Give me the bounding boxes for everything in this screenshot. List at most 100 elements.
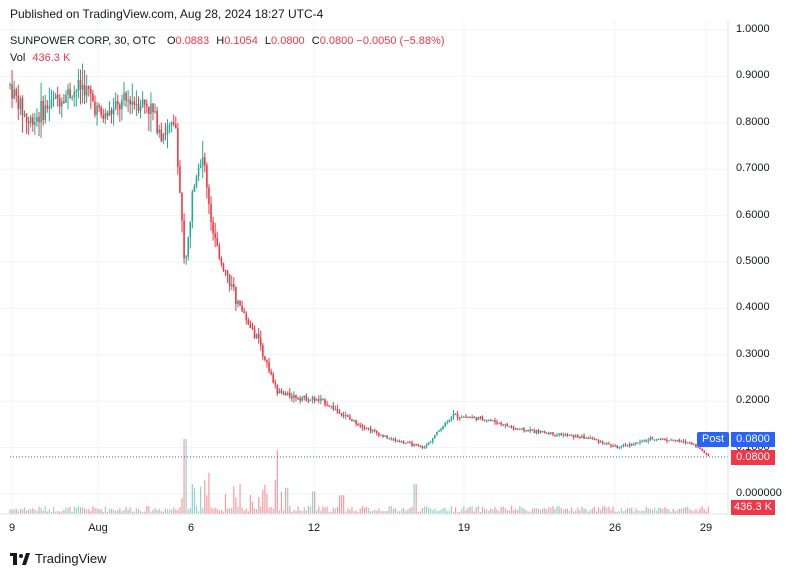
volume-bar xyxy=(160,511,162,514)
volume-bar xyxy=(177,510,179,514)
candle-body xyxy=(686,442,689,444)
volume-bar xyxy=(113,509,115,514)
candle-body xyxy=(276,384,279,394)
price-tick-label: 0.4000 xyxy=(736,301,770,314)
candle-body xyxy=(133,101,136,105)
candle-body xyxy=(707,454,710,457)
volume-bar xyxy=(179,507,181,514)
high-key: H xyxy=(216,35,225,47)
volume-bar xyxy=(102,511,104,514)
candle-body xyxy=(282,392,285,394)
volume-bar xyxy=(633,511,635,514)
volume-bar xyxy=(173,507,175,514)
candle-body xyxy=(94,101,96,115)
volume-bar xyxy=(635,508,637,514)
volume-bar xyxy=(496,509,498,514)
candle-body xyxy=(208,187,210,205)
candle-body xyxy=(15,89,18,96)
volume-bar xyxy=(297,506,299,514)
volume-bar xyxy=(88,509,90,514)
candle-body xyxy=(336,409,339,412)
price-tick-label: 1.0000 xyxy=(736,23,770,35)
date-tick-label: 9 xyxy=(8,522,16,534)
volume-bar xyxy=(193,487,196,514)
candle-body xyxy=(206,165,208,188)
candle-body xyxy=(174,124,177,129)
candle-body xyxy=(346,415,349,417)
candle-body xyxy=(342,414,345,416)
volume-bar xyxy=(689,509,691,514)
tradingview-logo[interactable]: TradingView xyxy=(10,551,107,566)
volume-bar xyxy=(471,506,473,514)
candle-body xyxy=(485,420,488,422)
candle-body xyxy=(73,91,76,98)
volume-bar xyxy=(353,511,355,514)
volume-bar xyxy=(604,506,606,514)
candle-body xyxy=(606,443,608,445)
volume-bar xyxy=(591,508,593,514)
volume-bar xyxy=(282,510,285,514)
candle-body xyxy=(701,448,703,451)
candle-body xyxy=(332,405,335,410)
volume-bar xyxy=(40,508,42,514)
candle-body xyxy=(249,324,252,329)
candle-body xyxy=(233,284,235,288)
candle-body xyxy=(11,84,13,99)
volume-bar xyxy=(697,511,699,514)
candle-body xyxy=(653,439,656,441)
candle-body xyxy=(593,439,596,441)
candle-body xyxy=(382,434,384,437)
volume-bar xyxy=(421,508,424,514)
candle-body xyxy=(328,405,330,407)
candle-body xyxy=(448,419,451,422)
candle-body xyxy=(307,400,310,402)
published-caption: Published on TradingView.com, Aug 28, 20… xyxy=(10,7,324,21)
volume-bar xyxy=(204,479,206,514)
volume-bar xyxy=(382,511,384,514)
close-value: 0.0800 xyxy=(319,35,354,47)
volume-bar xyxy=(589,509,591,514)
volume-bar xyxy=(347,508,349,514)
change-value: −0.0050 (−5.88%) xyxy=(356,35,445,47)
candle-body xyxy=(305,395,308,401)
candle-body xyxy=(106,113,109,116)
volume-bar xyxy=(9,509,11,514)
volume-bar xyxy=(305,510,307,514)
candle-body xyxy=(668,440,670,442)
volume-bar xyxy=(251,501,254,514)
candle-body xyxy=(284,393,287,396)
candle-body xyxy=(628,443,631,447)
candle-body xyxy=(539,431,542,433)
candle-body xyxy=(603,443,606,445)
candle-body xyxy=(139,106,142,111)
candle-body xyxy=(23,114,26,116)
candle-body xyxy=(691,442,693,445)
candle-body xyxy=(137,103,140,111)
candle-body xyxy=(697,447,699,449)
volume-bar xyxy=(525,509,527,514)
volume-bar xyxy=(624,509,627,514)
volume-bar xyxy=(332,507,334,514)
volume-bar xyxy=(129,507,131,514)
candle-body xyxy=(210,204,212,222)
candle-body xyxy=(104,113,107,119)
candle-body xyxy=(25,114,28,122)
candle-body xyxy=(516,428,519,430)
volume-bar xyxy=(510,506,513,514)
volume-bar xyxy=(75,508,77,514)
volume-bar xyxy=(587,511,589,514)
candle-body xyxy=(21,98,24,116)
candle-body xyxy=(187,237,190,257)
volume-bar xyxy=(564,508,566,514)
candle-body xyxy=(54,94,57,99)
volume-legend: Vol 436.3 K xyxy=(10,52,70,64)
candle-body xyxy=(355,419,357,424)
volume-bar xyxy=(48,509,50,514)
volume-bar xyxy=(668,509,670,514)
candle-body xyxy=(315,399,318,401)
candle-body xyxy=(162,133,165,141)
volume-bar xyxy=(42,510,44,514)
volume-bar xyxy=(222,511,225,514)
volume-bar xyxy=(121,511,123,514)
